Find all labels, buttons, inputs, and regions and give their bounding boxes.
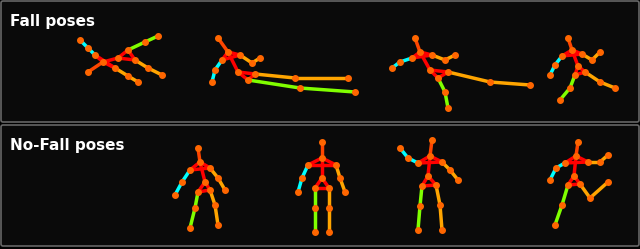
- Text: Fall poses: Fall poses: [10, 14, 95, 29]
- FancyBboxPatch shape: [1, 125, 639, 246]
- FancyBboxPatch shape: [1, 1, 639, 122]
- Text: No-Fall poses: No-Fall poses: [10, 138, 125, 153]
